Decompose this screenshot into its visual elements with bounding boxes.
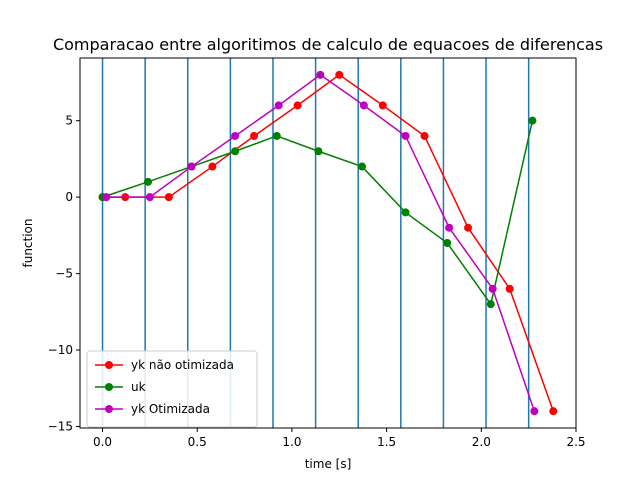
legend-label: yk não otimizada (131, 358, 234, 372)
legend-box (86, 350, 258, 428)
data-point (464, 223, 473, 232)
legend-item: yk não otimizada (95, 358, 234, 372)
legend-swatch-marker (105, 405, 113, 413)
data-point (293, 101, 302, 110)
y-tick-label: −10 (48, 343, 73, 357)
legend: yk não otimizada uk yk Otimizada (86, 350, 258, 428)
data-point (443, 239, 452, 247)
series-group (102, 70, 539, 416)
data-point (274, 101, 283, 110)
series-layer (98, 70, 558, 416)
data-point (357, 162, 366, 171)
data-point (401, 131, 410, 140)
data-point (528, 116, 537, 125)
data-point (401, 208, 410, 217)
x-tick-label: 2.5 (566, 435, 585, 449)
data-point (314, 147, 323, 156)
legend-swatch-marker (105, 361, 113, 369)
y-tick-label: 5 (65, 114, 73, 128)
vertical-lines (101, 58, 530, 428)
data-point (143, 177, 152, 186)
data-point (420, 131, 429, 140)
plot-frame (79, 57, 577, 429)
data-point (208, 162, 217, 171)
data-point (316, 70, 325, 79)
data-point (102, 193, 111, 202)
data-point (530, 407, 539, 416)
y-axis-label: function (21, 218, 35, 267)
data-point (335, 70, 344, 79)
legend-label: uk (131, 380, 146, 394)
data-point (145, 193, 154, 202)
axes: 0.0 0.5 1.0 1.5 2.0 2.5 −15 −10 −5 0 5 (48, 57, 586, 449)
legend-item: uk (95, 380, 146, 394)
legend-label: yk Otimizada (131, 402, 210, 416)
data-point (488, 284, 497, 293)
x-tick-label: 2.0 (472, 435, 491, 449)
y-tick-label: −15 (48, 419, 73, 433)
data-point (378, 101, 387, 110)
data-point (359, 101, 368, 110)
data-point (549, 407, 558, 416)
x-tick-label: 0.0 (93, 435, 112, 449)
data-point (250, 131, 259, 140)
data-point (505, 284, 514, 293)
data-point (187, 162, 196, 171)
y-tick-label: −5 (55, 267, 73, 281)
x-tick-label: 1.5 (377, 435, 396, 449)
x-tick-label: 0.5 (188, 435, 207, 449)
data-point (231, 131, 240, 140)
data-point (486, 300, 495, 309)
data-point (231, 147, 240, 156)
legend-swatch-marker (105, 383, 113, 391)
x-tick-label: 1.0 (282, 435, 301, 449)
legend-item: yk Otimizada (95, 402, 210, 416)
y-tick-label: 0 (65, 190, 73, 204)
data-point (164, 193, 173, 202)
series-group (98, 70, 558, 416)
data-point (272, 131, 281, 140)
data-point (445, 223, 454, 232)
x-axis-label: time [s] (305, 457, 352, 471)
series-line (102, 73, 554, 412)
chart-title: Comparacao entre algoritimos de calculo … (53, 35, 603, 54)
